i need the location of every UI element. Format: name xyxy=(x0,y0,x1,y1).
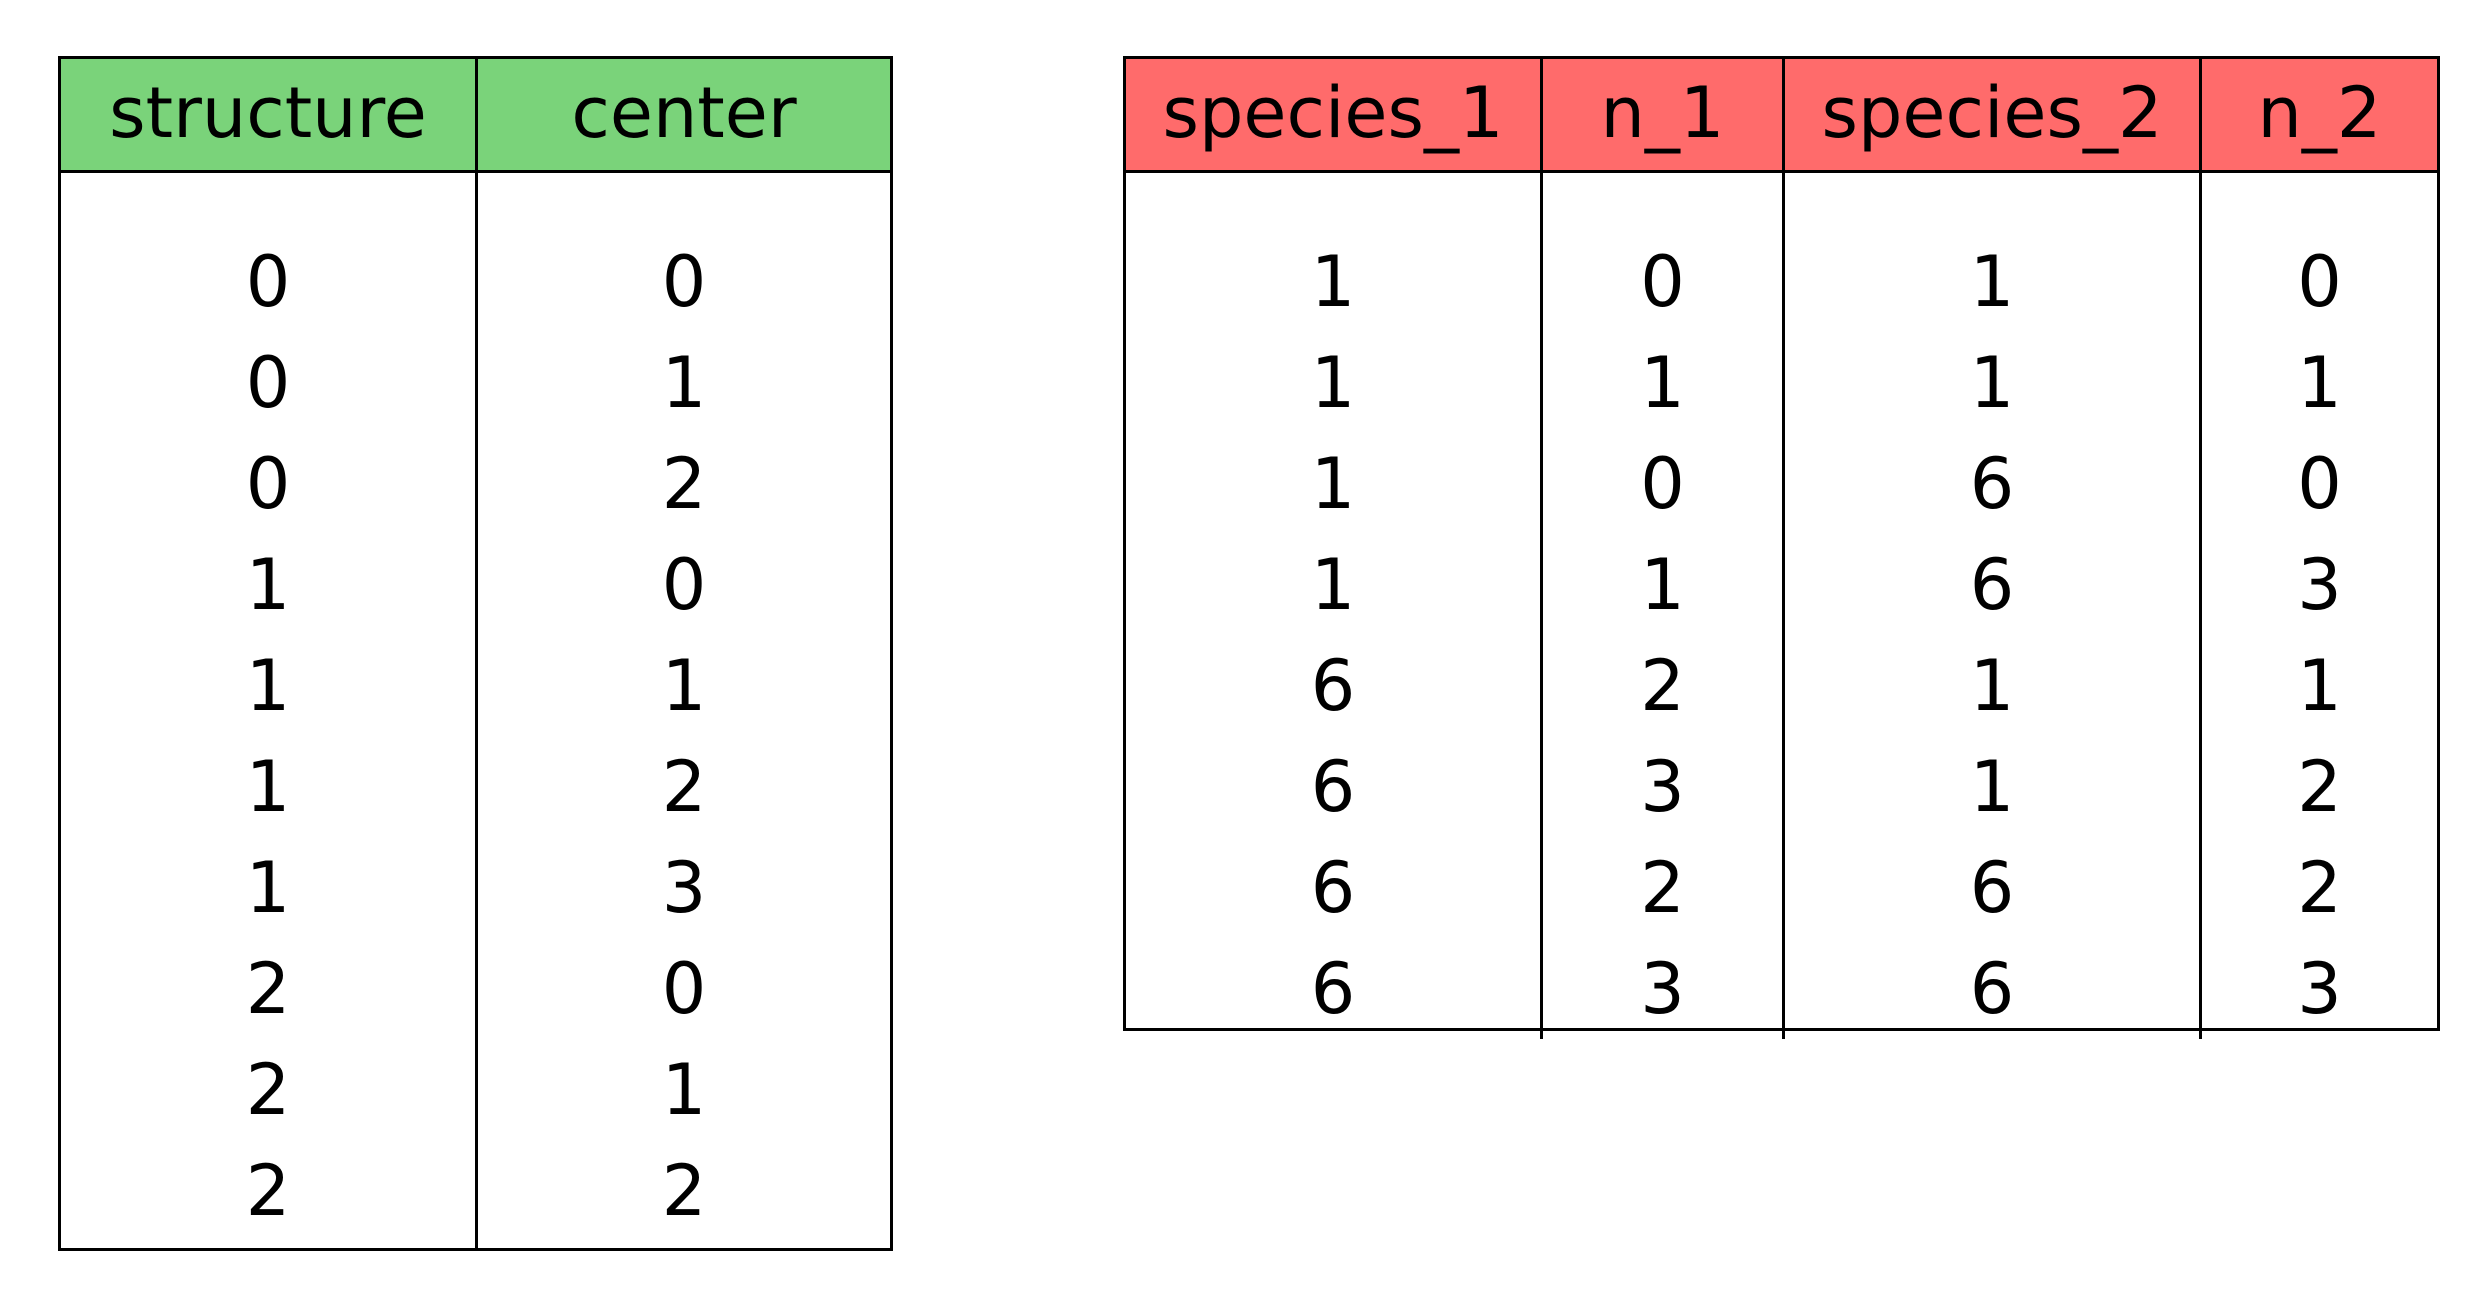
table-cell: 6 xyxy=(1969,947,2015,1030)
table-cell: 6 xyxy=(1969,543,2015,626)
table-cell: 1 xyxy=(661,341,707,424)
table-cell: 1 xyxy=(1310,341,1356,424)
table-cell: 2 xyxy=(245,947,291,1030)
table-cell: 2 xyxy=(661,442,707,525)
table-body: 0 0 0 1 1 1 1 2 2 2 0 1 2 0 1 2 3 0 1 2 xyxy=(61,173,890,1248)
table-cell: 1 xyxy=(245,745,291,828)
table-cell: 2 xyxy=(1640,644,1685,727)
table-cell: 1 xyxy=(1640,543,1685,626)
table-cell: 1 xyxy=(2297,341,2342,424)
column-species-2: 1 1 6 6 1 1 6 6 xyxy=(1785,173,2202,1039)
table-cell: 2 xyxy=(1640,846,1685,929)
table-cell: 3 xyxy=(1640,947,1685,1030)
table-cell: 1 xyxy=(1310,442,1356,525)
table-cell: 1 xyxy=(1969,644,2015,727)
table-cell: 2 xyxy=(2297,745,2342,828)
table-header-row: structure center xyxy=(61,59,890,173)
table-cell: 6 xyxy=(1310,846,1356,929)
table-cell: 1 xyxy=(661,1048,707,1131)
table-cell: 0 xyxy=(1640,442,1685,525)
table-cell: 0 xyxy=(661,947,707,1030)
column-header-species-2: species_2 xyxy=(1785,59,2202,170)
table-cell: 1 xyxy=(1969,341,2015,424)
table-cell: 0 xyxy=(661,240,707,323)
column-n-2: 0 1 0 3 1 2 2 3 xyxy=(2202,173,2437,1039)
column-header-species-1: species_1 xyxy=(1126,59,1543,170)
table-cell: 2 xyxy=(2297,846,2342,929)
table-header-row: species_1 n_1 species_2 n_2 xyxy=(1126,59,2437,173)
table-cell: 1 xyxy=(245,846,291,929)
table-cell: 1 xyxy=(1640,341,1685,424)
table-cell: 0 xyxy=(245,341,291,424)
species-pair-table: species_1 n_1 species_2 n_2 1 1 1 1 6 6 … xyxy=(1123,56,2440,1039)
table-cell: 3 xyxy=(1640,745,1685,828)
table-cell: 2 xyxy=(245,1149,291,1232)
table-cell: 0 xyxy=(661,543,707,626)
table-body: 1 1 1 1 6 6 6 6 0 1 0 1 2 3 2 3 1 1 6 6 … xyxy=(1126,173,2437,1039)
table-cell: 1 xyxy=(2297,644,2342,727)
table-cell: 0 xyxy=(2297,442,2342,525)
table-cell: 3 xyxy=(661,846,707,929)
column-header-n-2: n_2 xyxy=(2257,71,2382,154)
table-cell: 6 xyxy=(1310,644,1356,727)
table-cell: 1 xyxy=(245,644,291,727)
table-cell: 1 xyxy=(1969,745,2015,828)
table-cell: 6 xyxy=(1969,442,2015,525)
table-cell: 2 xyxy=(661,745,707,828)
table-cell: 1 xyxy=(1310,543,1356,626)
table-cell: 1 xyxy=(1310,240,1356,323)
table-cell: 6 xyxy=(1969,846,2015,929)
column-structure: 0 0 0 1 1 1 1 2 2 2 xyxy=(61,173,478,1248)
column-header-center: center xyxy=(571,71,797,154)
column-header-n-1: n_1 xyxy=(1543,59,1785,170)
table-cell: 0 xyxy=(2297,240,2342,323)
table-cell: 0 xyxy=(245,442,291,525)
table-cell: 0 xyxy=(245,240,291,323)
table-cell: 3 xyxy=(2297,543,2342,626)
column-center: 0 1 2 0 1 2 3 0 1 2 xyxy=(478,173,890,1248)
table-cell: 1 xyxy=(661,644,707,727)
table-cell: 2 xyxy=(661,1149,707,1232)
table-cell: 1 xyxy=(1969,240,2015,323)
column-species-1: 1 1 1 1 6 6 6 6 xyxy=(1126,173,1543,1039)
structure-center-table: structure center 0 0 0 1 1 1 1 2 2 2 0 1… xyxy=(58,56,893,1251)
table-cell: 0 xyxy=(1640,240,1685,323)
table-cell: 6 xyxy=(1310,745,1356,828)
table-cell: 1 xyxy=(245,543,291,626)
column-n-1: 0 1 0 1 2 3 2 3 xyxy=(1543,173,1785,1039)
column-header-structure: structure xyxy=(61,59,478,170)
table-cell: 2 xyxy=(245,1048,291,1131)
table-cell: 3 xyxy=(2297,947,2342,1030)
table-cell: 6 xyxy=(1310,947,1356,1030)
